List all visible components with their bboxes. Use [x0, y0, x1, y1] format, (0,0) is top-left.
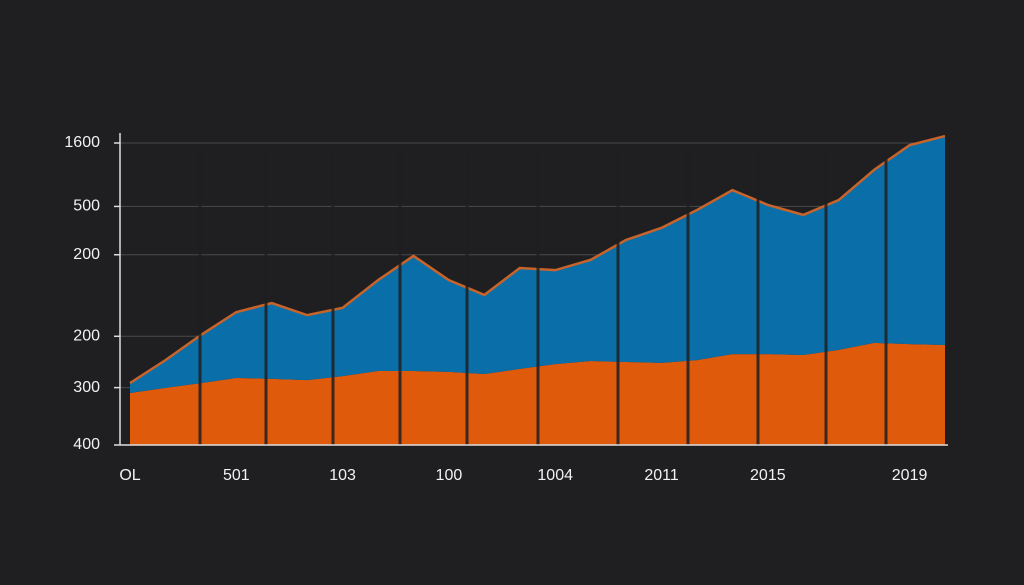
y-tick-label: 200	[73, 246, 100, 263]
y-tick-label: 400	[73, 436, 100, 453]
x-tick-label: 100	[436, 467, 463, 484]
x-tick-label: 501	[223, 467, 250, 484]
y-tick-label: 300	[73, 379, 100, 396]
x-tick-label: 1004	[537, 467, 573, 484]
x-tick-label: 2015	[750, 467, 786, 484]
x-tick-label: 2019	[892, 467, 928, 484]
y-tick-label: 200	[73, 327, 100, 344]
x-tick-label: 103	[329, 467, 356, 484]
x-tick-label: OL	[119, 467, 140, 484]
y-tick-label: 500	[73, 198, 100, 215]
x-tick-label: 2011	[644, 467, 679, 484]
y-tick-label: 1600	[64, 134, 100, 151]
